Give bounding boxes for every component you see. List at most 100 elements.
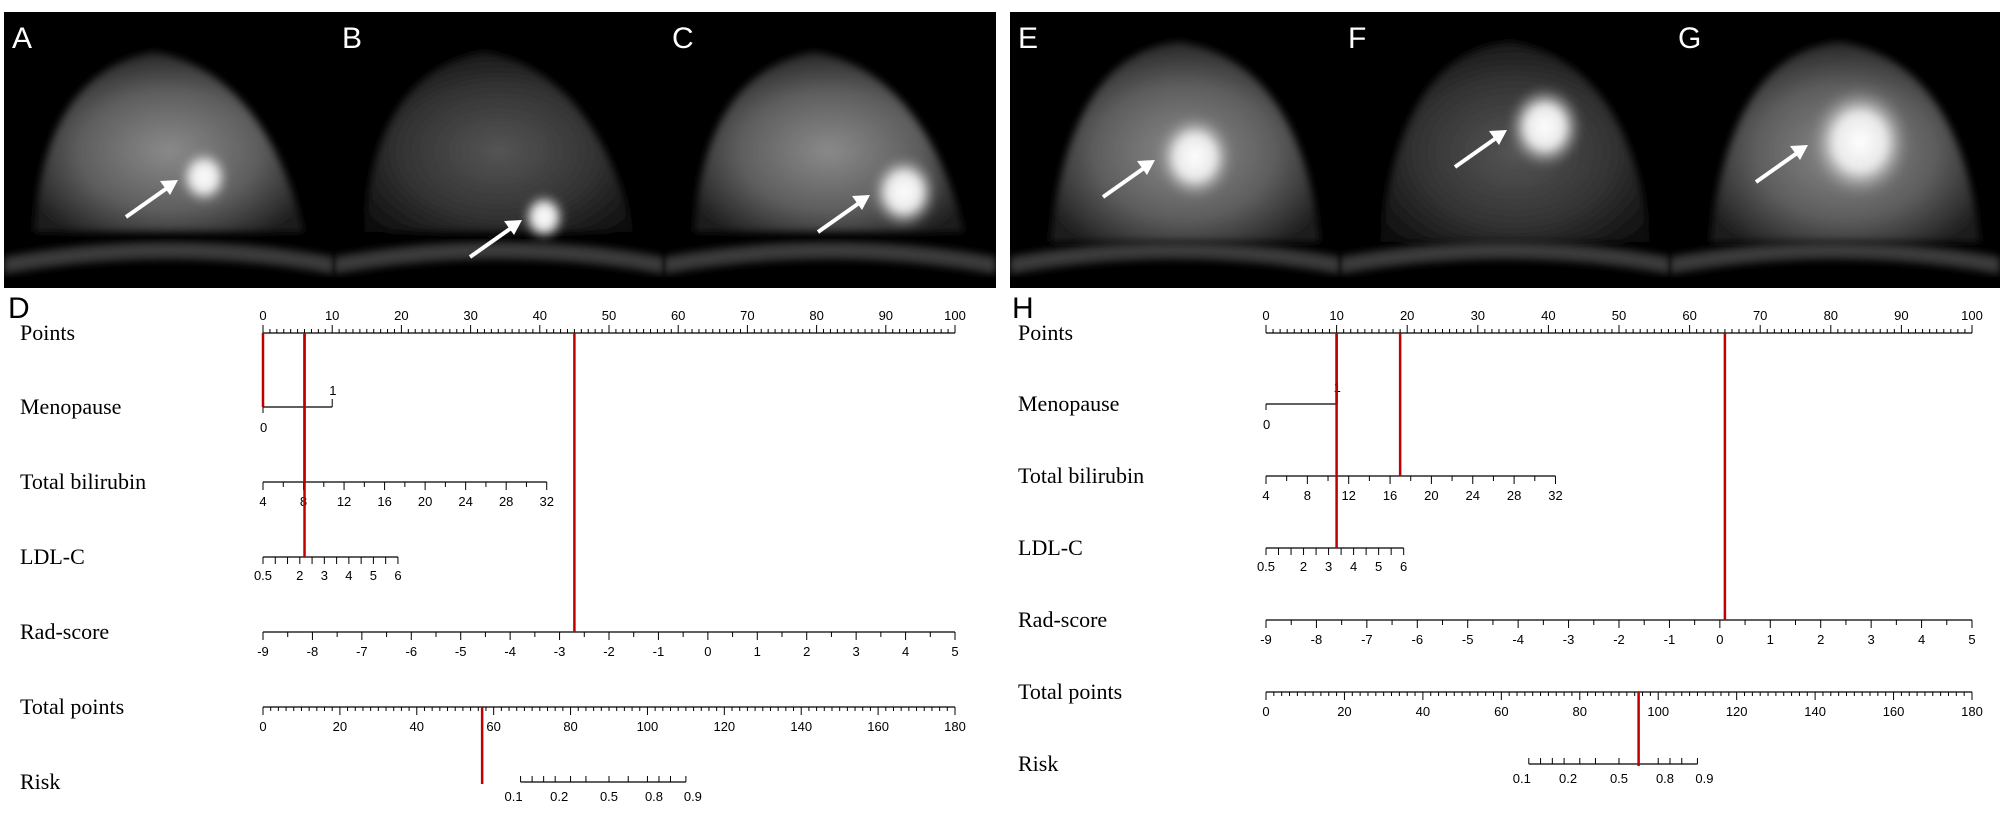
- tick-label: 0.2: [550, 789, 568, 804]
- arrow-icon: [1101, 160, 1155, 199]
- tick-label: 32: [539, 494, 553, 509]
- tick-label: 8: [1304, 488, 1311, 503]
- tick-label: 0.1: [1513, 771, 1531, 786]
- arrow-icon: [816, 195, 870, 234]
- tick-label: 1: [754, 644, 761, 659]
- tick-label: 30: [1471, 308, 1485, 323]
- tick-label: 90: [879, 308, 893, 323]
- tick-label: 24: [1466, 488, 1480, 503]
- tick-label: -7: [1361, 632, 1373, 647]
- tick-label: 20: [418, 494, 432, 509]
- lesion: [1155, 113, 1235, 201]
- nomogram-row-rad-score: Rad-score: [1018, 607, 1107, 632]
- risk-axis: 0.1 0.2 0.5 0.8 0.9: [505, 776, 702, 804]
- tick-label: -8: [307, 644, 319, 659]
- tick-label: -6: [406, 644, 418, 659]
- tick-label: 32: [1548, 488, 1562, 503]
- tick-label: -1: [653, 644, 665, 659]
- total-points-axis: 0 20 40 60 80 100 120 140 160 180: [259, 706, 966, 734]
- row-label: Rad-score: [1018, 607, 1107, 632]
- tick-label: 4: [1262, 488, 1269, 503]
- panel-letter: A: [12, 22, 32, 55]
- tick-label: 6: [394, 568, 401, 583]
- tick-label: 20: [394, 308, 408, 323]
- nomogram-row-risk: Risk: [20, 769, 60, 794]
- tick-label: 180: [1961, 704, 1983, 719]
- tick-label: 90: [1894, 308, 1908, 323]
- tick-label: 0.1: [505, 789, 523, 804]
- tick-label: 30: [463, 308, 477, 323]
- points-axis: 0 10 20 30 40 50 60 70 80 90 100: [1262, 308, 1983, 334]
- lesion: [870, 154, 938, 230]
- tick-label: 0.8: [1656, 771, 1674, 786]
- tick-label: 50: [602, 308, 616, 323]
- nomogram-row-menopause: Menopause: [20, 394, 121, 419]
- tick-label: 5: [951, 644, 958, 659]
- tick-label: 0: [1263, 417, 1270, 432]
- tick-label: 0.8: [645, 789, 663, 804]
- marker-lines: [1335, 333, 1727, 766]
- arrow-icon: [124, 180, 178, 219]
- tick-label: 1: [1767, 632, 1774, 647]
- risk-axis: 0.1 0.2 0.5 0.8 0.9: [1513, 758, 1713, 786]
- tick-label: 0: [1262, 704, 1269, 719]
- tick-label: 4: [1918, 632, 1925, 647]
- tick-label: 100: [637, 719, 659, 734]
- tick-label: -1: [1664, 632, 1676, 647]
- chest-wall: [1340, 242, 1670, 274]
- tick-label: -5: [1462, 632, 1474, 647]
- breast-tissue: [364, 52, 634, 232]
- tick-label: 120: [713, 719, 735, 734]
- mri-panel-e: E: [1010, 12, 1340, 288]
- nomogram-row-menopause: Menopause: [1018, 391, 1119, 416]
- row-label: Total bilirubin: [1018, 463, 1144, 488]
- tick-label: 28: [1507, 488, 1521, 503]
- tick-label: -7: [356, 644, 368, 659]
- tick-label: 3: [321, 568, 328, 583]
- nomogram-row-total-points: Total points: [20, 694, 124, 719]
- tick-label: 2: [1817, 632, 1824, 647]
- tick-label: 16: [377, 494, 391, 509]
- tick-label: 2: [803, 644, 810, 659]
- row-label: Points: [20, 320, 75, 345]
- nomogram-row-total-bilirubin: Total bilirubin: [1018, 463, 1144, 488]
- menopause-axis: 10: [260, 383, 336, 435]
- lesion: [1507, 85, 1583, 169]
- tick-label: 0.5: [600, 789, 618, 804]
- row-label: Total points: [1018, 679, 1122, 704]
- panel-letter: G: [1678, 22, 1701, 55]
- marker-lines: [261, 333, 576, 784]
- tick-label: 12: [1341, 488, 1355, 503]
- chest-wall: [4, 242, 334, 274]
- tick-label: 80: [563, 719, 577, 734]
- chest-wall: [664, 242, 996, 274]
- row-label: Menopause: [1018, 391, 1119, 416]
- tick-label: 0.9: [1695, 771, 1713, 786]
- mri-panel-c: C: [664, 12, 996, 288]
- row-label: LDL-C: [20, 544, 85, 569]
- mri-panel-b: B: [334, 12, 664, 288]
- tick-label: 0: [259, 719, 266, 734]
- row-label: Total bilirubin: [20, 469, 146, 494]
- mri-panel-f: F: [1340, 12, 1670, 288]
- nomogram-row-ldl-c: LDL-C: [20, 544, 85, 569]
- tick-label: 16: [1383, 488, 1397, 503]
- panel-letter: E: [1018, 22, 1038, 55]
- tick-label: -4: [1512, 632, 1524, 647]
- arrow-icon: [1754, 145, 1808, 184]
- tick-label: 6: [1400, 559, 1407, 574]
- tick-label: 3: [1868, 632, 1875, 647]
- tick-label: -8: [1311, 632, 1323, 647]
- radscore-axis: -9 -8 -7 -6 -5 -4 -3 -2 -1 0 1 2 3 4 5: [1260, 619, 1976, 647]
- panel-letter: F: [1348, 22, 1366, 55]
- mri-panel-a: A: [4, 12, 334, 288]
- panel-letter: D: [8, 292, 30, 325]
- tick-label: 50: [1612, 308, 1626, 323]
- tick-label: 40: [533, 308, 547, 323]
- tick-label: 160: [1883, 704, 1905, 719]
- tick-label: 80: [1573, 704, 1587, 719]
- tick-label: 120: [1726, 704, 1748, 719]
- tick-label: 70: [740, 308, 754, 323]
